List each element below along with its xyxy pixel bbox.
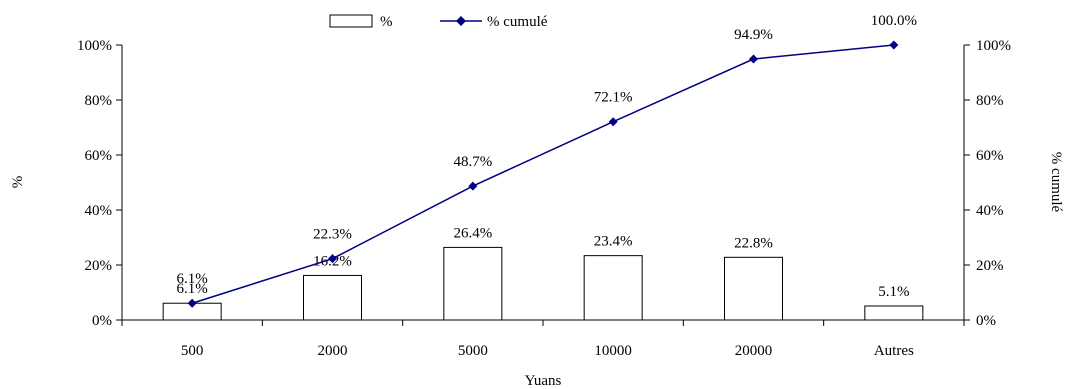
y-tick-label-right: 60% bbox=[976, 148, 1004, 164]
x-tick-label: 500 bbox=[181, 343, 204, 359]
y-axis-title-right: % cumulé bbox=[1048, 152, 1064, 213]
legend-line-label: % cumulé bbox=[487, 14, 548, 30]
legend-bar-swatch bbox=[329, 14, 373, 28]
y-ticks-left: 0% 20% 40% 60% 80% 100% bbox=[77, 38, 122, 329]
bar-data-label: 22.8% bbox=[734, 235, 773, 251]
bar-data-label: 5.1% bbox=[878, 284, 909, 300]
cumulative-point bbox=[328, 254, 337, 264]
cumulative-data-label: 100.0% bbox=[871, 13, 917, 29]
y-ticks-right: 0% 20% 40% 60% 80% 100% bbox=[964, 38, 1011, 329]
cumulative-point bbox=[468, 181, 478, 191]
bar bbox=[583, 255, 643, 321]
y-tick-label-right: 0% bbox=[976, 313, 996, 329]
bar-data-label: 6.1% bbox=[177, 281, 208, 297]
legend-bar-label: % bbox=[380, 14, 393, 30]
x-tick-label: 2000 bbox=[318, 343, 348, 359]
y-axis-title-left: % bbox=[10, 176, 26, 189]
y-tick-label-left: 100% bbox=[77, 38, 112, 54]
cumulative-line bbox=[191, 44, 894, 304]
y-tick-label-left: 60% bbox=[85, 148, 113, 164]
bar bbox=[864, 305, 924, 321]
bar-data-labels: 6.1%16.2%26.4%23.4%22.8%5.1% bbox=[177, 225, 910, 300]
cumulative-point bbox=[608, 117, 618, 127]
cumulative-data-label: 48.7% bbox=[453, 154, 492, 170]
x-axis-title: Yuans bbox=[525, 373, 562, 389]
cumulative-point bbox=[749, 54, 758, 64]
y-tick-label-right: 100% bbox=[976, 38, 1011, 54]
x-tick-label: 10000 bbox=[594, 343, 632, 359]
bar-data-label: 23.4% bbox=[594, 234, 633, 250]
bar bbox=[724, 256, 783, 321]
y-tick-label-right: 40% bbox=[976, 203, 1004, 219]
y-tick-label-left: 20% bbox=[85, 258, 113, 274]
x-ticks: 500 2000 5000 10000 20000 Autres bbox=[121, 320, 965, 359]
bar-series bbox=[162, 246, 924, 321]
x-tick-label: 20000 bbox=[735, 343, 773, 359]
cumulative-data-label: 94.9% bbox=[734, 27, 773, 43]
y-tick-label-left: 40% bbox=[85, 203, 113, 219]
cumulative-data-labels: 6.1% 22.3% 48.7% 72.1% 94.9% 100.0% bbox=[177, 13, 917, 287]
cumulative-point bbox=[187, 298, 197, 308]
cumulative-line-series bbox=[187, 40, 899, 308]
y-tick-label-right: 20% bbox=[976, 258, 1004, 274]
plot-area: 6.1%16.2%26.4%23.4%22.8%5.1% 6.1%22.3%48… bbox=[162, 13, 924, 321]
y-tick-label-right: 80% bbox=[976, 93, 1004, 109]
bar bbox=[303, 274, 362, 321]
cumulative-data-label: 72.1% bbox=[594, 90, 633, 106]
cumulative-data-label: 22.3% bbox=[313, 227, 352, 243]
bar bbox=[443, 246, 503, 321]
y-tick-label-left: 80% bbox=[85, 93, 113, 109]
legend: % % cumulé bbox=[329, 14, 548, 30]
x-tick-label: 5000 bbox=[458, 343, 488, 359]
cumulative-point bbox=[889, 40, 899, 50]
y-tick-label-left: 0% bbox=[92, 313, 112, 329]
cumulative-data-label: 6.1% bbox=[177, 271, 208, 287]
x-tick-label: Autres bbox=[874, 343, 914, 359]
bar-data-label: 26.4% bbox=[453, 225, 492, 241]
legend-line-marker bbox=[456, 16, 466, 26]
